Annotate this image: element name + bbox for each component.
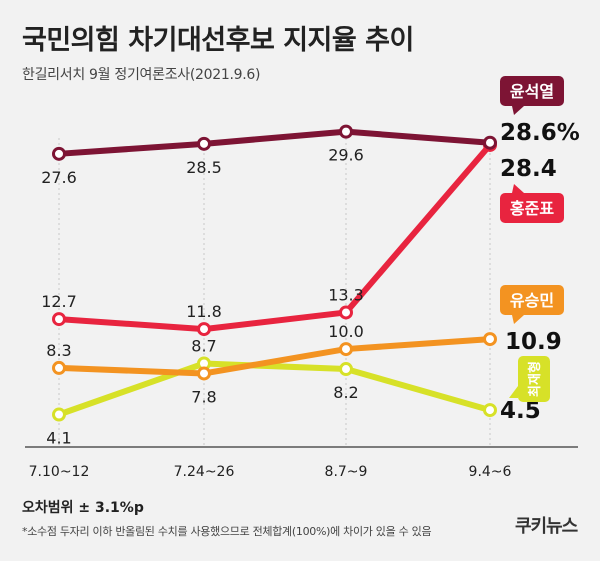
data-point bbox=[483, 403, 497, 418]
x-tick-label: 7.24~26 bbox=[174, 464, 235, 480]
data-label: 8.3 bbox=[46, 341, 71, 360]
data-point bbox=[339, 362, 353, 377]
data-point bbox=[197, 136, 211, 151]
x-tick-label: 7.10~12 bbox=[29, 464, 90, 480]
x-axis-ticks: 7.10~12 7.24~26 8.7~9 9.4~6 bbox=[29, 464, 512, 480]
data-point bbox=[339, 342, 353, 357]
legend-pointer bbox=[509, 386, 518, 398]
series-line-2 bbox=[56, 336, 493, 377]
chart-subtitle: 한길리서치 9월 정기여론조사(2021.9.6) bbox=[22, 67, 261, 83]
point-labels: 4.1 8.7 8.2 8.3 7.8 10.0 12.7 11.8 13.3 27.6 28.5 2… bbox=[41, 146, 364, 448]
legend-label: 최재형 bbox=[527, 361, 543, 397]
legend-pointer bbox=[512, 184, 524, 193]
legend-label: 유승민 bbox=[510, 291, 554, 310]
footnote: *소수점 두자리 이하 반올림된 수치를 사용했으므로 전체합계(100%)에 … bbox=[22, 525, 432, 538]
chart-title: 국민의힘 차기대선후보 지지율 추이 bbox=[22, 25, 414, 56]
legend-label: 홍준표 bbox=[510, 199, 554, 218]
data-label: 27.6 bbox=[41, 168, 77, 187]
cookie-news-logo: 쿠키뉴스 bbox=[515, 516, 578, 537]
data-point bbox=[52, 312, 66, 327]
vertical-gridlines bbox=[58, 138, 491, 447]
data-point bbox=[339, 305, 353, 320]
series-group bbox=[52, 124, 497, 422]
x-tick-label: 8.7~9 bbox=[325, 464, 368, 480]
data-label: 29.6 bbox=[328, 146, 364, 165]
legend-badge bbox=[500, 193, 564, 223]
final-value-label: 10.9 bbox=[505, 329, 562, 355]
data-label: 13.3 bbox=[328, 285, 364, 304]
data-label: 7.8 bbox=[191, 387, 216, 406]
final-value-label: 28.6% bbox=[500, 120, 580, 146]
data-label: 8.2 bbox=[333, 383, 358, 402]
data-label: 4.1 bbox=[46, 429, 71, 448]
legend-badge bbox=[500, 76, 564, 106]
legend-pointer bbox=[512, 106, 524, 115]
series-line-1 bbox=[56, 141, 493, 333]
data-label: 12.7 bbox=[41, 292, 77, 311]
series-line-3 bbox=[56, 360, 493, 418]
legend-label: 윤석열 bbox=[510, 82, 554, 101]
x-tick-label: 9.4~6 bbox=[469, 464, 512, 480]
final-value-label: 4.5 bbox=[500, 398, 541, 424]
data-point bbox=[483, 332, 497, 347]
legend-badge bbox=[500, 285, 564, 315]
data-point bbox=[483, 135, 497, 150]
final-value-label: 28.4 bbox=[500, 156, 557, 182]
legend-pointer bbox=[512, 315, 524, 324]
data-point bbox=[52, 146, 66, 161]
series-line-0 bbox=[56, 128, 493, 157]
data-label: 28.5 bbox=[186, 158, 222, 177]
data-point bbox=[197, 322, 211, 337]
line-chart: 7.10~12 7.24~26 8.7~9 9.4~6 4.1 8.7 8.2 8.3 7.8… bbox=[25, 76, 580, 480]
margin-of-error: 오차범위 ± 3.1%p bbox=[22, 500, 144, 516]
data-point bbox=[339, 124, 353, 139]
data-point bbox=[52, 360, 66, 375]
data-label: 10.0 bbox=[328, 322, 364, 341]
legend-badge bbox=[518, 356, 550, 402]
data-label: 11.8 bbox=[186, 302, 222, 321]
data-point bbox=[197, 366, 211, 381]
data-point bbox=[52, 407, 66, 422]
data-label: 8.7 bbox=[191, 336, 216, 355]
